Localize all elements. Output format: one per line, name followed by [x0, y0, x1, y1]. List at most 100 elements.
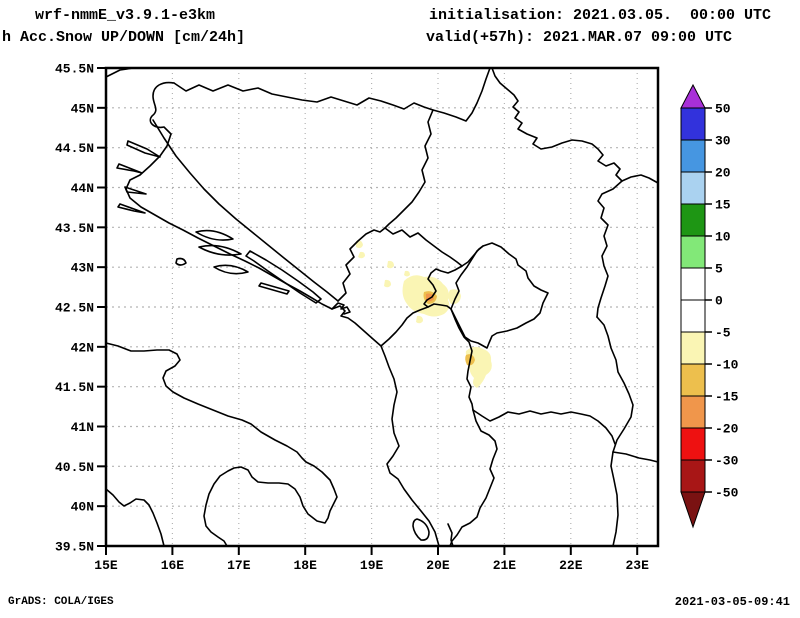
model-title: wrf-nmmE_v3.9.1-e3km	[35, 7, 216, 24]
lon-tick-label: 23E	[625, 558, 649, 573]
lon-tick-label: 18E	[293, 558, 317, 573]
map-outline	[149, 81, 175, 135]
colorbar-tick-label: 10	[715, 230, 731, 245]
creation-timestamp: 2021-03-05-09:41	[674, 595, 790, 609]
lon-tick-label: 20E	[426, 558, 450, 573]
map-outline	[198, 244, 242, 256]
colorbar-segment	[680, 427, 706, 461]
snow-anomaly-patch	[465, 346, 492, 388]
map-outline	[125, 133, 440, 547]
map-outline	[621, 174, 659, 184]
variable-title: h Acc.Snow UP/DOWN [cm/24h]	[2, 29, 246, 46]
colorbar-segment	[680, 139, 706, 173]
map-outline	[412, 518, 430, 541]
colorbar-segment	[680, 299, 706, 333]
snow-anomaly-patch	[358, 251, 365, 259]
map-outline	[213, 264, 249, 275]
colorbar-tick-label: 5	[715, 262, 723, 277]
lon-tick-label: 22E	[559, 558, 583, 573]
snow-anomaly-patch	[416, 315, 423, 324]
lon-tick-label: 15E	[94, 558, 118, 573]
colorbar-segment	[680, 395, 706, 429]
colorbar-segment	[680, 331, 706, 365]
lon-tick-label: 17E	[227, 558, 251, 573]
map-outline	[450, 308, 474, 411]
colorbar-tick-label: 20	[715, 166, 731, 181]
lat-tick-label: 40N	[71, 500, 94, 515]
map-outline	[450, 242, 549, 349]
map-outline	[195, 229, 234, 241]
colorbar-segment	[680, 203, 706, 237]
snow-anomaly-patch	[387, 260, 394, 269]
snow-anomaly-patches	[356, 240, 492, 388]
map-outline	[596, 180, 623, 318]
snow-anomaly-patch	[384, 279, 391, 288]
map-outline	[117, 203, 146, 214]
map-outline	[152, 119, 339, 302]
colorbar-tick-label: 50	[715, 102, 731, 117]
lat-tick-label: 44N	[71, 181, 94, 196]
colorbar-segment	[680, 363, 706, 397]
lon-tick-label: 21E	[493, 558, 517, 573]
coastline-and-borders	[105, 67, 659, 547]
map-outline	[384, 109, 434, 229]
colorbar-tick-label: -10	[715, 358, 739, 373]
map-outline	[491, 67, 623, 182]
map-outline	[472, 409, 616, 445]
lat-tick-label: 44.5N	[55, 141, 94, 156]
map-outline	[116, 163, 143, 174]
map-outline	[245, 250, 322, 304]
map-outline	[126, 140, 161, 158]
colorbar-segment	[680, 459, 706, 493]
lat-tick-label: 45.5N	[55, 62, 94, 77]
colorbar-tick-label: -5	[715, 326, 731, 341]
colorbar-tick-label: 0	[715, 294, 723, 309]
lon-tick-label: 16E	[161, 558, 185, 573]
lon-tick-label: 19E	[360, 558, 384, 573]
init-time-label: initialisation: 2021.03.05. 00:00 UTC	[429, 7, 772, 24]
lat-tick-label: 39.5N	[55, 539, 94, 554]
map-outline	[337, 227, 386, 302]
lat-tick-label: 42N	[71, 340, 94, 355]
colorbar-tick-label: 30	[715, 134, 731, 149]
valid-time-label: valid(+57h): 2021.MAR.07 09:00 UTC	[426, 29, 733, 46]
map-outline	[173, 67, 491, 122]
colorbar-tick-label: 15	[715, 198, 731, 213]
map-outline	[175, 257, 187, 266]
map-outline	[124, 186, 147, 195]
colorbar-tick-label: -15	[715, 390, 739, 405]
lat-tick-label: 41.5N	[55, 380, 94, 395]
snow-anomaly-patch	[356, 240, 363, 249]
lat-tick-label: 43N	[71, 261, 94, 276]
colorbar-tick-label: -30	[715, 454, 739, 469]
colorbar-tick-label: -20	[715, 422, 739, 437]
map-outline	[105, 342, 338, 547]
latitude-axis: 45.5N 45N 44.5N 44N 43.5N 43N 42.5N 42N 41.5N 41N…	[55, 62, 106, 554]
map-outline	[380, 303, 452, 347]
map-outline	[258, 282, 290, 295]
map-outline	[105, 488, 165, 547]
snow-anomaly-patch	[404, 270, 410, 277]
colorbar-top-arrow	[680, 83, 706, 109]
map-outline	[105, 67, 134, 78]
colorbar-bottom-arrow	[680, 491, 706, 529]
grads-credit: GrADS: COLA/IGES	[8, 596, 114, 608]
map-outline	[596, 316, 634, 547]
map-outline	[449, 409, 498, 547]
map-outline	[384, 227, 463, 267]
map-outline	[423, 265, 463, 308]
colorbar-tick-label: -50	[715, 486, 739, 501]
colorbar-segment	[680, 235, 706, 269]
colorbar-segment	[680, 267, 706, 301]
lat-tick-label: 45N	[71, 101, 94, 116]
map-outline	[612, 451, 659, 463]
longitude-axis: 15E 16E 17E 18E 19E 20E 21E 22E 23E	[94, 546, 649, 573]
lat-tick-label: 42.5N	[55, 300, 94, 315]
map-outline	[331, 302, 351, 315]
lat-tick-label: 40.5N	[55, 460, 94, 475]
map-plot: 45.5N 45N 44.5N 44N 43.5N 43N 42.5N 42N 41.5N 41N…	[55, 62, 739, 574]
colorbar-segment	[680, 171, 706, 205]
lat-tick-label: 43.5N	[55, 221, 94, 236]
